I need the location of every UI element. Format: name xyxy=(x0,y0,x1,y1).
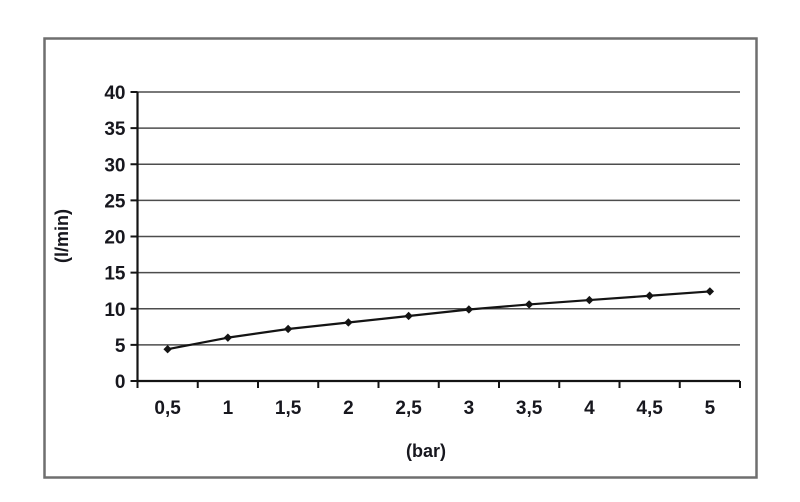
y-tick-label: 15 xyxy=(104,264,126,285)
y-axis-title: (l/min) xyxy=(52,209,72,263)
x-tick-label: 3,5 xyxy=(516,398,543,419)
x-axis-tick-labels: 0,5 1 1,5 2 2,5 3 3,5 4 4,5 5 xyxy=(154,398,715,419)
data-point-marker xyxy=(524,300,534,309)
y-tick-label: 20 xyxy=(104,228,125,249)
data-point-marker xyxy=(705,287,715,296)
x-tick-label: 1,5 xyxy=(275,398,302,419)
data-point-marker xyxy=(404,311,413,321)
data-point-marker xyxy=(163,345,172,354)
x-tick-label: 0,5 xyxy=(154,398,181,419)
data-point-marker xyxy=(283,324,293,334)
data-point-marker xyxy=(645,291,654,300)
x-tick-label: 2,5 xyxy=(395,398,422,419)
x-tick-label: 2 xyxy=(343,398,354,419)
y-tick-label: 40 xyxy=(104,83,125,104)
y-axis-tick-labels: 0 5 10 15 20 25 30 35 40 xyxy=(104,83,126,393)
data-point-marker xyxy=(585,295,594,305)
y-tick-label: 35 xyxy=(104,119,126,140)
x-tick-label: 5 xyxy=(705,398,716,419)
data-point-marker xyxy=(223,333,233,342)
x-tick-label: 4 xyxy=(584,398,595,419)
axis-ticks xyxy=(130,91,741,388)
gridlines xyxy=(137,91,740,346)
data-point-marker xyxy=(344,318,353,327)
y-tick-label: 25 xyxy=(104,191,126,212)
x-tick-label: 3 xyxy=(464,398,475,419)
flow-rate-series xyxy=(163,287,715,354)
data-point-marker xyxy=(464,305,474,314)
chart-frame-border xyxy=(43,37,758,479)
y-tick-label: 0 xyxy=(115,372,126,393)
x-tick-label: 1 xyxy=(223,398,234,419)
y-tick-label: 30 xyxy=(104,155,125,176)
x-tick-label: 4,5 xyxy=(636,398,663,419)
y-tick-label: 10 xyxy=(104,300,125,321)
x-axis-title: (bar) xyxy=(406,441,446,461)
y-tick-label: 5 xyxy=(115,336,126,357)
